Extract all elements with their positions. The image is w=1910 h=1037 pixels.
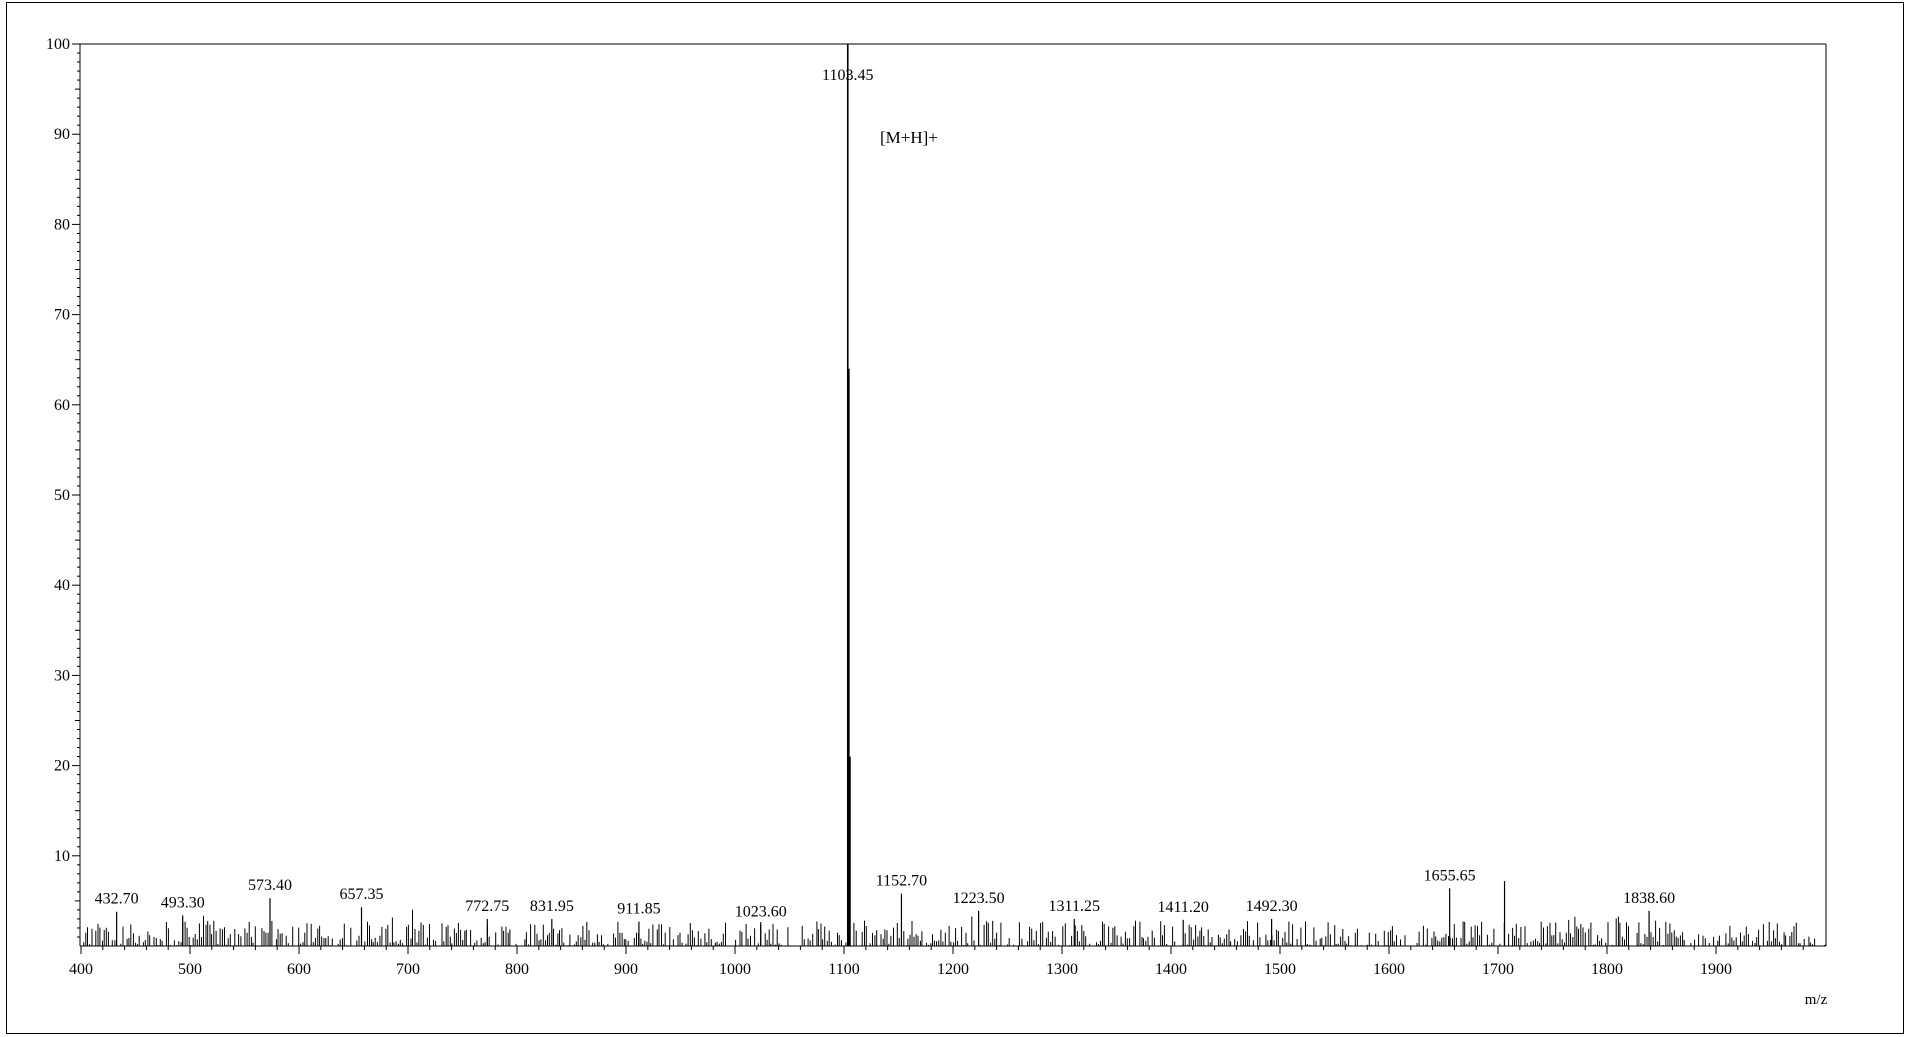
peak-label: 1103.45 [822,67,873,84]
x-tick-label: 1500 [1264,961,1296,978]
peak-label: 1838.60 [1623,890,1675,907]
peak-label: 772.75 [465,898,509,915]
x-tick-label: 1200 [937,961,969,978]
x-tick-label: 800 [505,961,529,978]
x-tick-label: 1400 [1155,961,1187,978]
ion-annotation: [M+H]+ [880,128,938,147]
y-tick-label: 40 [54,577,70,594]
peak-label: 1655.65 [1424,867,1476,884]
x-tick-label: 900 [614,961,638,978]
peak-label: 1492.30 [1246,898,1298,915]
y-tick-label: 90 [54,126,70,143]
x-tick-label: 1900 [1700,961,1732,978]
x-axis-label: m/z [1805,992,1828,1008]
y-tick-label: 30 [54,667,70,684]
y-tick-label: 50 [54,487,70,504]
peak-label: 1023.60 [735,903,787,920]
y-tick-label: 70 [54,307,70,324]
y-tick-label: 10 [54,848,70,865]
x-tick-label: 400 [69,961,93,978]
peak-label: 911.85 [617,901,660,918]
peak-label: 1411.20 [1158,899,1209,916]
peak-label: 1223.50 [953,890,1005,907]
peak-label: 657.35 [340,886,384,903]
peak-labels: 432.70 493.30 573.40 657.35 772.75 831.95 911.… [95,67,1675,920]
peak-label: 831.95 [530,898,574,915]
peak-label: 1152.70 [876,873,927,890]
peak-label: 432.70 [95,891,139,908]
noise-path [83,909,1826,946]
chart-frame [6,2,1904,1034]
y-tick-label: 80 [54,216,70,233]
labeled-peaks [116,44,1650,946]
axes: 10 20 30 40 50 60 70 80 90 100 400 500 600 700 800 900 1… [46,36,1828,1008]
x-tick-label: 1100 [828,961,859,978]
x-tick-label: 1700 [1482,961,1514,978]
peak-label: 573.40 [248,877,292,894]
y-tick-label: 100 [46,36,70,53]
x-tick-label: 500 [178,961,202,978]
x-tick-label: 1600 [1373,961,1405,978]
noise-peaks [83,909,1826,946]
peak-label: 1311.25 [1049,898,1100,915]
x-tick-label: 1800 [1591,961,1623,978]
x-tick-label: 1000 [719,961,751,978]
x-tick-label: 700 [396,961,420,978]
x-tick-label: 600 [287,961,311,978]
peak-label: 493.30 [161,894,205,911]
x-tick-label: 1300 [1046,961,1078,978]
y-tick-label: 60 [54,397,70,414]
y-tick-label: 20 [54,758,70,775]
